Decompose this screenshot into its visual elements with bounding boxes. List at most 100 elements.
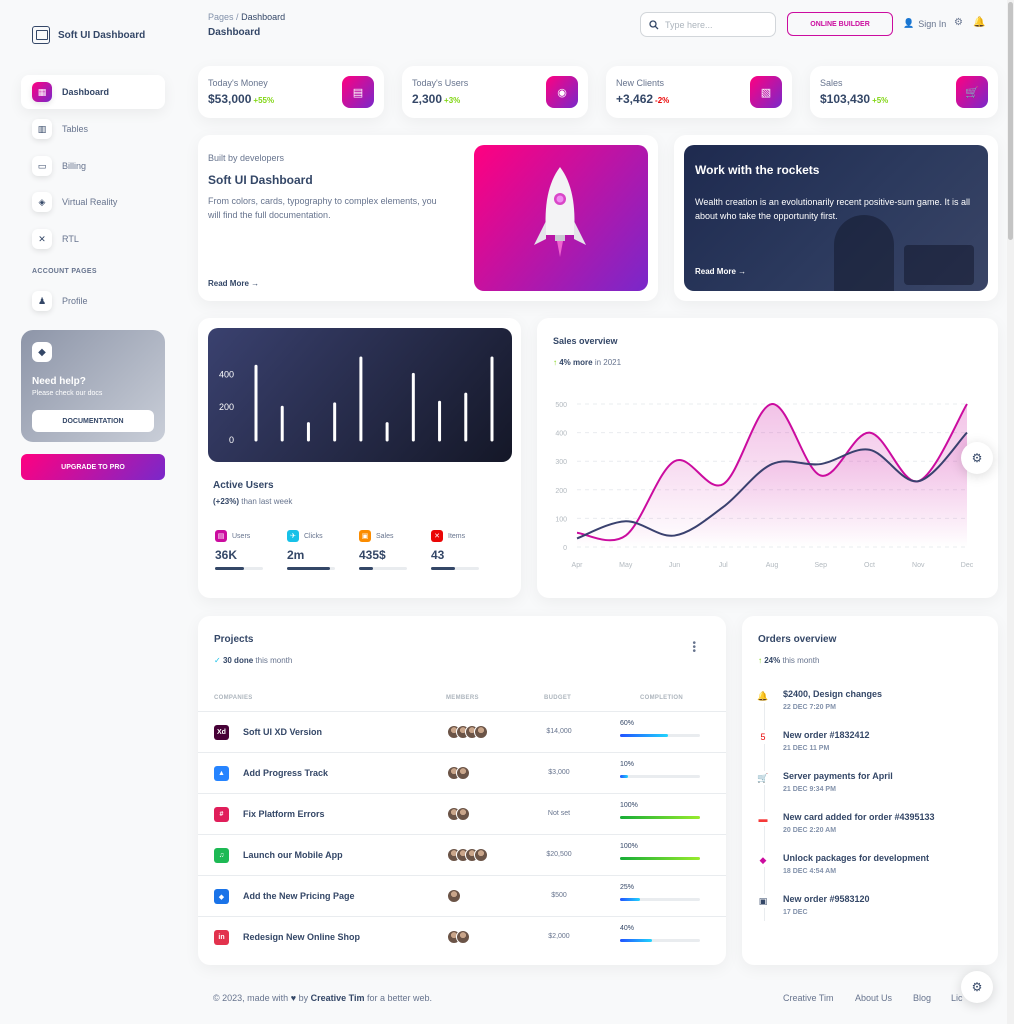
search-box[interactable] [640, 12, 776, 37]
avatar[interactable] [474, 848, 488, 862]
avatar[interactable] [456, 930, 470, 944]
read-more-link[interactable]: Read More → [208, 279, 259, 288]
table-row[interactable]: # Fix Platform Errors Not set 100% [198, 793, 726, 834]
projects-title: Projects [214, 634, 254, 645]
stat-change: +55% [253, 96, 275, 105]
avatar[interactable] [447, 889, 461, 903]
rocket-icon: ✈ [287, 530, 299, 542]
stat-value: $103,430 +5% [820, 92, 888, 106]
footer-author-link[interactable]: Creative Tim [310, 993, 365, 1003]
customer-support-icon: ♟ [32, 291, 52, 311]
sidebar-item-dashboard[interactable]: ▦ Dashboard [21, 75, 165, 109]
x-tick-label: Jun [669, 562, 680, 569]
completion-progress-fill [620, 816, 700, 819]
cart-icon: ▣ [359, 530, 371, 542]
completion-progress-fill [620, 898, 640, 901]
sign-in-link[interactable]: 👤 Sign In [903, 18, 946, 29]
table-row[interactable]: Xd Soft UI XD Version $14,000 60% [198, 711, 726, 752]
series-line [576, 402, 968, 542]
orders-subtitle: ↑ 24% this month [758, 656, 819, 665]
footer-link-license[interactable]: Lic [951, 993, 963, 1003]
stat-number: +3,462 [616, 92, 654, 106]
online-builder-button[interactable]: ONLINE BUILDER [787, 12, 893, 36]
sidebar-item-rtl[interactable]: ✕ RTL [21, 222, 165, 256]
footer-link-blog[interactable]: Blog [913, 993, 932, 1003]
member-avatars [447, 807, 470, 821]
rockets-text: Wealth creation is an evolutionarily rec… [695, 197, 970, 222]
brand[interactable]: Soft UI Dashboard [32, 26, 145, 44]
x-tick-label: May [619, 562, 633, 569]
documentation-button[interactable]: DOCUMENTATION [32, 410, 154, 432]
cart-icon: 🛒 [956, 76, 988, 108]
sidebar-item-tables[interactable]: ▥ Tables [21, 112, 165, 146]
metric-progress-fill [359, 567, 374, 570]
avatar[interactable] [456, 807, 470, 821]
help-subtitle: Please check our docs [32, 390, 103, 397]
upgrade-to-pro-button[interactable]: UPGRADE TO PRO [21, 454, 165, 480]
y-tick-label: 100 [555, 516, 567, 523]
table-row[interactable]: ▲ Add Progress Track $3,000 10% [198, 752, 726, 793]
search-input[interactable] [665, 19, 765, 30]
table-row[interactable]: in Redesign New Online Shop $2,000 40% [198, 916, 726, 957]
project-name: Launch our Mobile App [243, 850, 343, 860]
timeline-title: Server payments for April [783, 771, 893, 781]
diamond-icon: ◆ [32, 342, 52, 362]
credit-card-icon: ▭ [32, 156, 52, 176]
metric-value: 43 [431, 548, 445, 562]
avatar[interactable] [456, 766, 470, 780]
footer-link-about-us[interactable]: About Us [855, 993, 893, 1003]
footer-link-creative-tim[interactable]: Creative Tim [783, 993, 834, 1003]
breadcrumb-root[interactable]: Pages [208, 12, 234, 22]
company-logo-icon: in [214, 930, 229, 945]
y-tick-label: 400 [219, 369, 234, 379]
stat-card-clients: New Clients +3,462 -2% ▧ [606, 66, 792, 118]
bell-icon[interactable]: 🔔 [973, 17, 986, 28]
line-chart: 0 100 200 300 400 500 Apr May Jun Jul Aug Sep Oct Nov… [555, 402, 973, 569]
projects-done: 30 done [222, 656, 254, 665]
table-row[interactable]: ◆ Add the New Pricing Page $500 25% [198, 875, 726, 916]
page-title: Dashboard [208, 27, 261, 38]
builder-title: Soft UI Dashboard [208, 173, 313, 187]
bar-chart: 0 200 400 [219, 356, 494, 445]
y-tick-label: 200 [219, 402, 234, 412]
more-vertical-icon[interactable]: • • • [692, 638, 696, 657]
money-icon: ▤ [342, 76, 374, 108]
settings-icon: ✕ [431, 530, 443, 542]
timeline-date: 18 DEC 4:54 AM [783, 868, 837, 875]
avatar[interactable] [474, 725, 488, 739]
member-avatars [447, 930, 470, 944]
metric-value: 36K [215, 548, 238, 562]
completion-percent: 25% [620, 884, 635, 891]
completion-progress [620, 939, 700, 942]
company-logo-icon: ◆ [214, 889, 229, 904]
sidebar-item-billing[interactable]: ▭ Billing [21, 149, 165, 183]
y-tick-label: 0 [229, 435, 234, 445]
timeline-title: New order #9583120 [783, 894, 870, 904]
metric-items: ✕ Items 43 [431, 530, 491, 570]
timeline-date: 21 DEC 11 PM [783, 745, 830, 752]
breadcrumb-separator: / [236, 12, 239, 22]
project-name: Add Progress Track [243, 768, 329, 778]
metric-progress [287, 567, 335, 570]
sales-overview-change: 4% more [559, 358, 593, 367]
check-icon: ✓ [214, 656, 221, 665]
builder-text: From colors, cards, typography to comple… [208, 196, 437, 220]
projects-card: Projects ✓ 30 done this month • • • COMPAN… [198, 616, 726, 965]
sidebar-item-label: Billing [62, 161, 87, 171]
sidebar-item-virtual-reality[interactable]: ◈ Virtual Reality [21, 185, 165, 219]
gear-icon[interactable]: ⚙ [954, 17, 963, 28]
table-row[interactable]: ♫ Launch our Mobile App $20,500 100% [198, 834, 726, 875]
scrollbar-thumb[interactable] [1008, 2, 1013, 240]
configurator-button[interactable]: ⚙ [961, 971, 993, 1003]
sales-overview-period: in 2021 [594, 358, 622, 367]
configurator-button[interactable]: ⚙ [961, 442, 993, 474]
read-more-label: Read More [208, 279, 249, 288]
completion-percent: 10% [620, 761, 635, 768]
scrollbar-track[interactable] [1007, 0, 1014, 1024]
read-more-link[interactable]: Read More → [695, 267, 746, 276]
sidebar-item-profile[interactable]: ♟ Profile [21, 284, 165, 318]
stat-number: $53,000 [208, 92, 252, 106]
rockets-card: Work with the rockets Wealth creation is… [674, 135, 998, 301]
office-icon: ▥ [32, 119, 52, 139]
column-header-budget: BUDGET [544, 695, 572, 701]
